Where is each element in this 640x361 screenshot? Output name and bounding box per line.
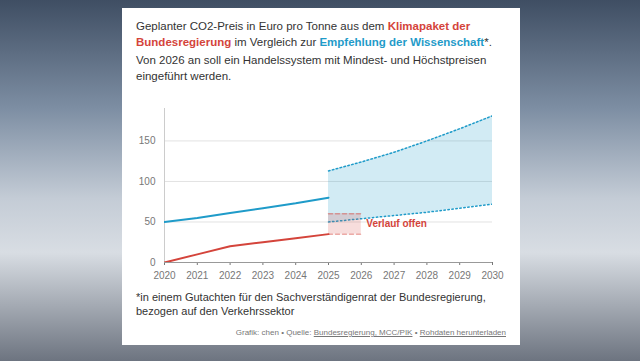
svg-text:Verlauf offen: Verlauf offen xyxy=(366,218,427,229)
html-text:Geplanter CO2-Preis in Euro pr: Geplanter CO2-Preis in Euro pro Tonne au… xyxy=(136,20,492,48)
svg-text:2027: 2027 xyxy=(383,270,406,281)
svg-text:2024: 2024 xyxy=(285,270,308,281)
svg-text:2023: 2023 xyxy=(252,270,275,281)
svg-text:2025: 2025 xyxy=(317,270,340,281)
svg-text:150: 150 xyxy=(139,135,156,146)
svg-text:2026: 2026 xyxy=(350,270,373,281)
svg-text:50: 50 xyxy=(144,216,156,227)
html-text:*in einem Gutachten für den Sa: *in einem Gutachten für den Sachverständ… xyxy=(136,291,486,317)
svg-text:2030: 2030 xyxy=(481,270,504,281)
svg-text:0: 0 xyxy=(150,257,156,268)
svg-text:2022: 2022 xyxy=(219,270,242,281)
svg-text:2028: 2028 xyxy=(416,270,439,281)
html-text:Grafik: chen • Quelle: Bundesr: Grafik: chen • Quelle: Bundesregierung, … xyxy=(235,328,506,337)
svg-text:2020: 2020 xyxy=(153,270,176,281)
svg-text:2021: 2021 xyxy=(186,270,209,281)
svg-text:2029: 2029 xyxy=(449,270,472,281)
html-text:Von 2026 an soll ein Handelssy: Von 2026 an soll ein Handelssystem mit M… xyxy=(136,54,487,82)
svg-text:100: 100 xyxy=(139,176,156,187)
